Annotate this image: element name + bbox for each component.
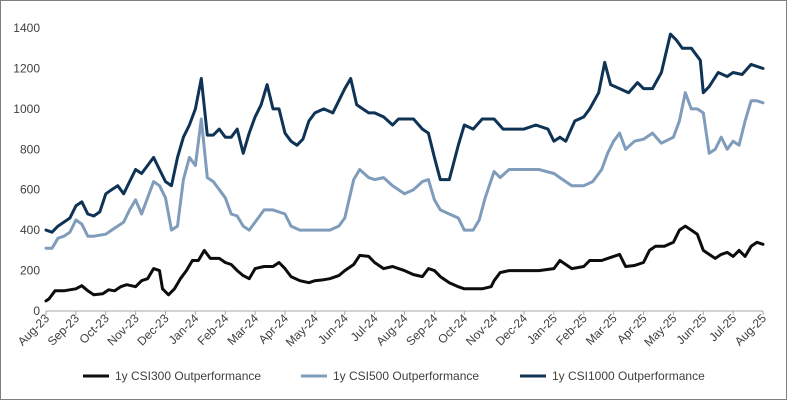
legend-label-1: 1y CSI300 Outperformance xyxy=(115,369,261,383)
x-tick-label: Jun-24 xyxy=(315,311,351,347)
x-tick-label: May-24 xyxy=(283,311,321,349)
y-tick-label: 400 xyxy=(20,223,40,237)
x-tick-label: Nov-23 xyxy=(104,311,141,348)
series-line-3 xyxy=(44,32,765,234)
y-tick-label: 0 xyxy=(33,304,40,318)
x-tick-label: Jan-24 xyxy=(166,311,202,347)
y-tick-label: 600 xyxy=(20,183,40,197)
x-tick-label: Mar-25 xyxy=(583,311,620,348)
y-tick-labels: 0 200 400 600 800 1000 1200 1400 xyxy=(13,21,40,318)
x-tick-label: Jan-25 xyxy=(524,311,560,347)
x-tick-label: Sep-23 xyxy=(45,311,82,348)
x-tick-label: Sep-24 xyxy=(403,311,440,348)
x-tick-label: Aug-25 xyxy=(732,311,769,348)
x-tick-label: May-25 xyxy=(641,311,679,349)
y-tick-label: 200 xyxy=(20,264,40,278)
series-line-1 xyxy=(44,224,765,303)
y-tick-label: 1000 xyxy=(13,102,40,116)
x-tick-label: Feb-24 xyxy=(195,311,232,348)
series-layer xyxy=(44,32,765,303)
y-tick-label: 1200 xyxy=(13,61,40,75)
y-tick-label: 800 xyxy=(20,142,40,156)
x-tick-labels: Aug-23Sep-23Oct-23Nov-23Dec-23Jan-24Feb-… xyxy=(15,311,769,349)
legend: 1y CSI300 Outperformance 1y CSI500 Outper… xyxy=(83,369,705,383)
x-tick-label: Jun-25 xyxy=(674,311,710,347)
x-tick-label: Aug-24 xyxy=(373,311,410,348)
x-tick-label: Dec-24 xyxy=(493,311,530,348)
x-tick-label: Mar-24 xyxy=(224,311,261,348)
legend-label-2: 1y CSI500 Outperformance xyxy=(333,369,479,383)
y-tick-label: 1400 xyxy=(13,21,40,35)
x-tick-label: Dec-23 xyxy=(134,311,171,348)
legend-label-3: 1y CSI1000 Outperformance xyxy=(552,369,705,383)
series-line-2 xyxy=(44,91,765,250)
x-tick-label: Nov-24 xyxy=(463,311,500,348)
x-tick-label: Feb-25 xyxy=(553,311,590,348)
